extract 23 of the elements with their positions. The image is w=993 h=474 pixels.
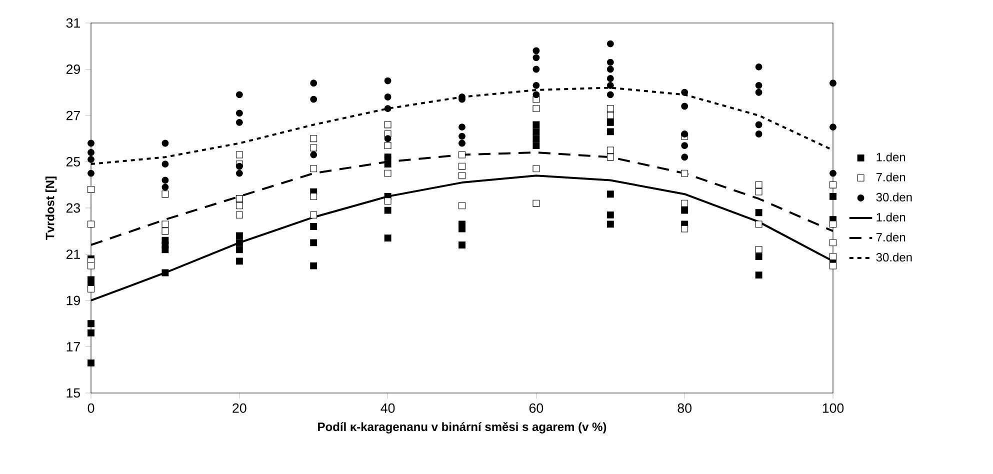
y-tick-label: 15 [66, 388, 80, 398]
legend-label: 1.den [876, 212, 906, 222]
x-tick-label: 100 [822, 403, 844, 413]
legend-label: 30.den [876, 252, 912, 262]
legend-label: 30.den [876, 192, 912, 202]
x-tick-label: 40 [380, 403, 395, 413]
y-axis-title: Tvrdost [N] [45, 176, 57, 240]
x-tick-label: 80 [678, 403, 692, 413]
x-tick-label: 60 [529, 403, 544, 413]
y-tick-label: 31 [66, 18, 80, 28]
y-tick-label: 19 [66, 296, 80, 306]
y-tick-label: 29 [66, 64, 80, 74]
x-axis-title: Podíl κ-karagenanu v binární směsi s agarem (v %) [318, 422, 606, 434]
legend-label: 7.den [876, 232, 906, 242]
y-tick-label: 25 [66, 157, 80, 166]
legend-label: 1.den [876, 152, 906, 162]
x-tick-label: 20 [232, 403, 246, 413]
legend-label: 7.den [876, 172, 906, 182]
y-tick-label: 23 [66, 203, 80, 213]
y-tick-label: 27 [66, 110, 80, 120]
y-tick-label: 21 [66, 250, 80, 259]
y-tick-label: 17 [66, 342, 80, 352]
x-tick-label: 0 [88, 403, 94, 413]
